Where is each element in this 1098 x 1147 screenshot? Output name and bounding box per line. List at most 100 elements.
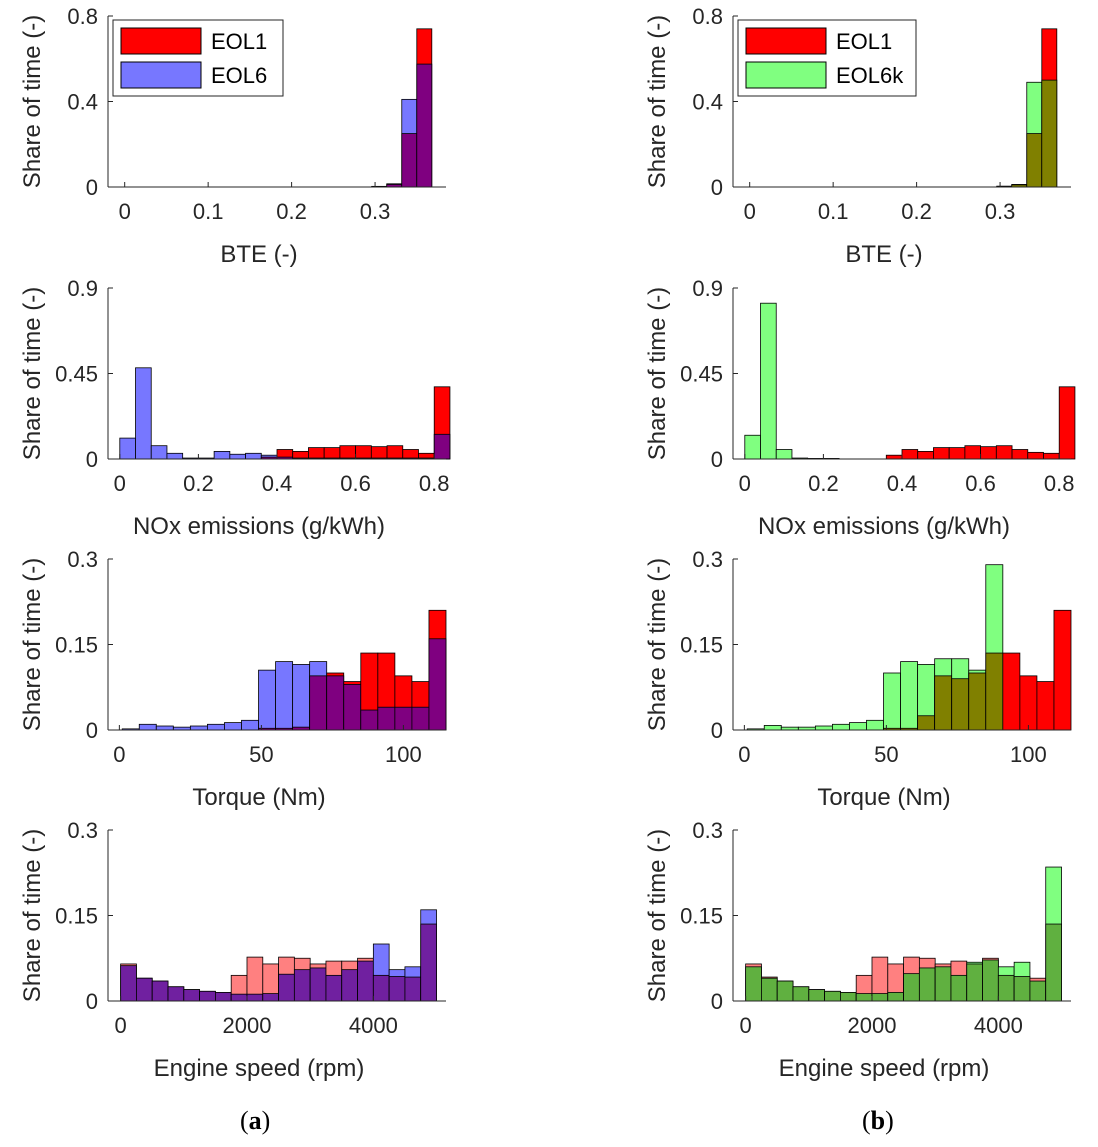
y-tick-label: 0.9 bbox=[692, 276, 723, 301]
x-axis-label: Torque (Nm) bbox=[192, 784, 325, 811]
bar-overlap-7 bbox=[855, 993, 873, 1002]
x-tick-label: 0.8 bbox=[1044, 471, 1075, 496]
bar-overlap-3 bbox=[792, 986, 810, 1002]
chart-a-nox: 0 0.45 0.9 0 0.2 0.4 0.6 0.8 NOx emissions (g/kW… bbox=[19, 276, 451, 540]
x-tick-label: 0 bbox=[119, 199, 131, 224]
chart-b-bte: 0 0.4 0.8 0 0.1 0.2 0.3 BTE (-) Share of time (-… bbox=[644, 4, 1071, 268]
legend-label-eol6: EOL6 bbox=[211, 63, 267, 88]
bar-overlap-11 bbox=[918, 967, 936, 1002]
legend: EOL1 EOL6k bbox=[737, 19, 917, 97]
bar-eol1-18 bbox=[1053, 609, 1072, 731]
bar-eol1-15 bbox=[980, 446, 997, 460]
bar-overlap-20 bbox=[433, 433, 451, 460]
bar-eol6k-4 bbox=[814, 725, 833, 731]
bar-overlap-2 bbox=[401, 133, 418, 188]
x-axis-label: BTE (-) bbox=[845, 241, 922, 268]
bar-overlap-0 bbox=[745, 966, 762, 1002]
bar-eol6-3 bbox=[166, 452, 184, 460]
y-tick-label: 0.15 bbox=[680, 904, 723, 929]
bar-overlap-8 bbox=[246, 993, 264, 1002]
y-tick-label: 0.15 bbox=[55, 904, 98, 929]
bar-eol1-13 bbox=[323, 447, 341, 460]
x-tick-label: 0.6 bbox=[340, 471, 371, 496]
bar-overlap-18 bbox=[428, 638, 447, 731]
bar-eol6-10 bbox=[292, 664, 311, 731]
legend-swatch-eol6k bbox=[745, 61, 827, 89]
bar-eol6-2 bbox=[150, 445, 168, 460]
legend: EOL1 EOL6 bbox=[112, 19, 284, 97]
y-tick-label: 0.3 bbox=[692, 547, 723, 572]
x-tick-label: 0.1 bbox=[818, 199, 849, 224]
chart-a-speed: 0 0.15 0.3 0 2000 4000 Engine speed (rpm) Share… bbox=[19, 818, 446, 1082]
bar-eol1-18 bbox=[1027, 451, 1044, 460]
bar-overlap-2 bbox=[776, 980, 794, 1002]
plot-area bbox=[733, 288, 1071, 459]
bar-eol6k-9 bbox=[900, 661, 919, 731]
bar-eol1-15 bbox=[1002, 652, 1021, 731]
bar-overlap-13 bbox=[968, 672, 987, 731]
bar-overlap-5 bbox=[199, 990, 216, 1002]
y-axis-label: Share of time (-) bbox=[19, 15, 46, 188]
bar-eol6k-0 bbox=[744, 434, 761, 460]
bar-eol6-4 bbox=[189, 725, 208, 731]
y-axis-label: Share of time (-) bbox=[644, 15, 671, 188]
legend-label-eol6k: EOL6k bbox=[836, 63, 904, 88]
bar-overlap-9 bbox=[887, 992, 904, 1002]
x-tick-label: 0 bbox=[114, 471, 126, 496]
x-tick-label: 2000 bbox=[848, 1013, 897, 1038]
bar-eol1-12 bbox=[308, 447, 325, 460]
y-tick-label: 0.4 bbox=[692, 90, 723, 115]
bar-eol1-10 bbox=[901, 449, 919, 460]
bar-overlap-15 bbox=[377, 706, 396, 731]
y-tick-label: 0.4 bbox=[67, 90, 98, 115]
bar-eol6-7 bbox=[229, 453, 246, 460]
x-tick-label: 0 bbox=[740, 1013, 752, 1038]
y-tick-label: 0.8 bbox=[692, 4, 723, 29]
chart-b-nox: 0 0.45 0.9 0 0.2 0.4 0.6 0.8 NOx emissions (g/kW… bbox=[644, 276, 1076, 540]
bar-overlap-11 bbox=[293, 969, 311, 1002]
bar-overlap-13 bbox=[325, 974, 343, 1002]
bar-eol6-1 bbox=[138, 723, 157, 731]
bar-overlap-3 bbox=[167, 986, 185, 1002]
x-tick-label: 0 bbox=[744, 199, 756, 224]
y-tick-label: 0.15 bbox=[55, 633, 98, 658]
x-tick-label: 4000 bbox=[974, 1013, 1023, 1038]
bar-overlap-12 bbox=[934, 966, 952, 1002]
panel-letter-a: a bbox=[248, 1106, 262, 1135]
legend-label-eol1: EOL1 bbox=[211, 29, 267, 54]
x-tick-label: 0.1 bbox=[193, 199, 224, 224]
bar-overlap-12 bbox=[326, 675, 345, 731]
bar-overlap-10 bbox=[903, 973, 920, 1002]
y-tick-label: 0.45 bbox=[55, 362, 98, 387]
bar-overlap-14 bbox=[966, 963, 983, 1002]
y-axis-label: Share of time (-) bbox=[19, 829, 46, 1002]
bar-eol1-12 bbox=[933, 447, 950, 460]
y-tick-label: 0.8 bbox=[67, 4, 98, 29]
x-tick-label: 4000 bbox=[349, 1013, 398, 1038]
x-tick-label: 0 bbox=[738, 742, 750, 767]
bar-overlap-3 bbox=[416, 63, 433, 188]
bar-overlap-14 bbox=[341, 969, 358, 1002]
bar-eol6-6 bbox=[224, 722, 242, 731]
bar-overlap-13 bbox=[343, 684, 362, 731]
x-tick-label: 0 bbox=[115, 1013, 127, 1038]
bar-overlap-6 bbox=[215, 992, 232, 1002]
bar-eol6k-1 bbox=[763, 725, 782, 731]
bar-overlap-3 bbox=[1041, 79, 1058, 188]
panel-letter-b: b bbox=[870, 1106, 886, 1135]
bar-eol1-20 bbox=[1058, 386, 1076, 460]
x-tick-label: 0.4 bbox=[887, 471, 918, 496]
bar-overlap-8 bbox=[871, 993, 889, 1002]
legend-swatch-eol6 bbox=[120, 61, 202, 89]
bar-overlap-18 bbox=[1029, 980, 1047, 1002]
bar-overlap-10 bbox=[278, 973, 295, 1002]
bar-eol1-14 bbox=[339, 445, 357, 460]
bar-overlap-4 bbox=[183, 989, 201, 1002]
bar-eol6-0 bbox=[119, 437, 136, 460]
bar-eol6-8 bbox=[245, 452, 262, 460]
bar-overlap-14 bbox=[360, 709, 379, 731]
bar-eol1-13 bbox=[948, 447, 966, 460]
y-tick-label: 0 bbox=[711, 718, 723, 743]
panel-label-a: (a) bbox=[240, 1106, 271, 1135]
